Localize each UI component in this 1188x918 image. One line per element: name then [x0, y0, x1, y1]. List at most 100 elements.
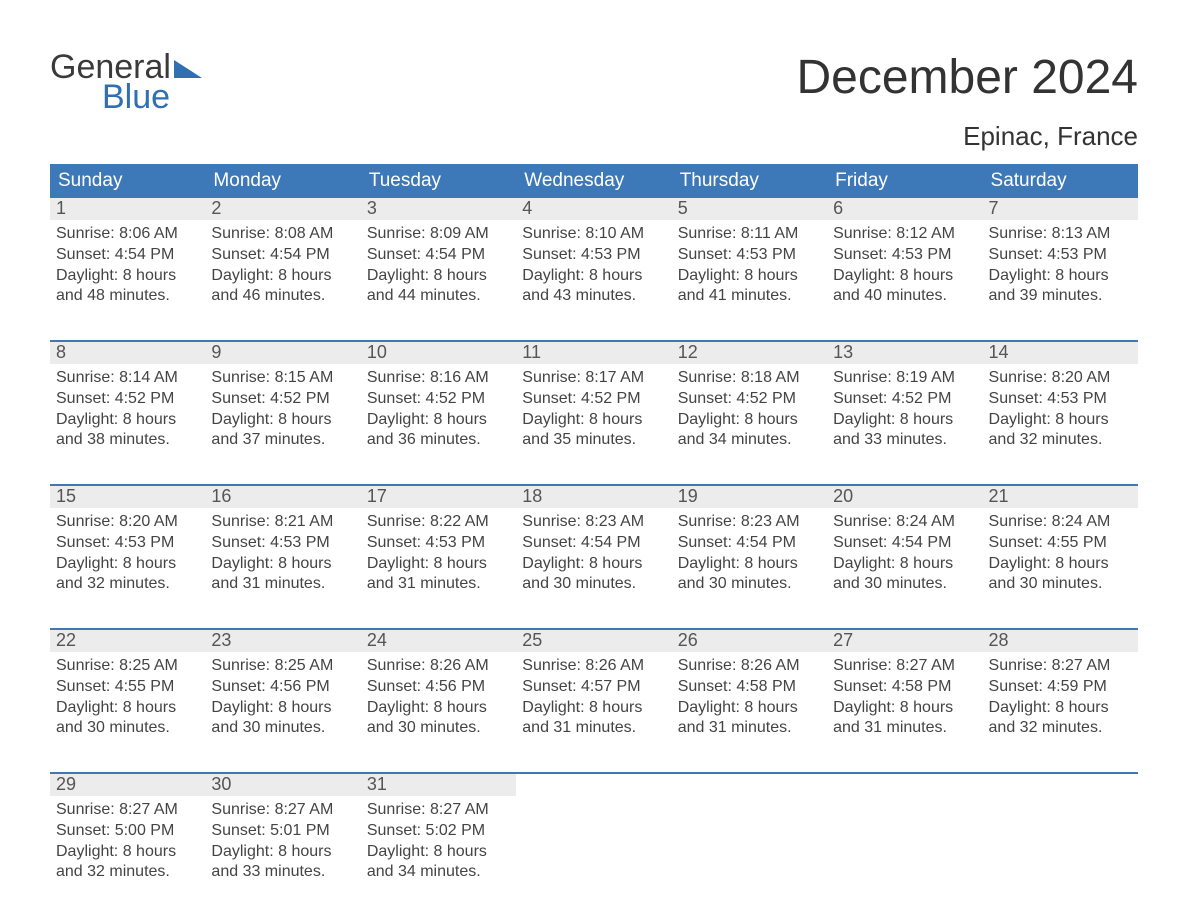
day-cell: 15Sunrise: 8:20 AMSunset: 4:53 PMDayligh…	[50, 486, 205, 604]
day-number: 10	[361, 342, 516, 364]
day-sunrise: Sunrise: 8:09 AM	[367, 224, 510, 245]
day-d1: Daylight: 8 hours	[56, 410, 199, 431]
header-friday: Friday	[827, 164, 982, 198]
day-d1: Daylight: 8 hours	[833, 266, 976, 287]
day-sunrise: Sunrise: 8:26 AM	[522, 656, 665, 677]
day-cell: 5Sunrise: 8:11 AMSunset: 4:53 PMDaylight…	[672, 198, 827, 316]
day-sunset: Sunset: 4:53 PM	[833, 245, 976, 266]
day-d2: and 34 minutes.	[678, 430, 821, 451]
day-cell: 18Sunrise: 8:23 AMSunset: 4:54 PMDayligh…	[516, 486, 671, 604]
day-sunset: Sunset: 4:52 PM	[522, 389, 665, 410]
day-d1: Daylight: 8 hours	[522, 410, 665, 431]
day-sunset: Sunset: 4:57 PM	[522, 677, 665, 698]
day-number: 9	[205, 342, 360, 364]
day-cell: 21Sunrise: 8:24 AMSunset: 4:55 PMDayligh…	[983, 486, 1138, 604]
day-sunset: Sunset: 4:53 PM	[367, 533, 510, 554]
day-sunset: Sunset: 4:53 PM	[522, 245, 665, 266]
day-sunset: Sunset: 5:02 PM	[367, 821, 510, 842]
logo-triangle-icon	[174, 60, 202, 78]
day-d1: Daylight: 8 hours	[56, 842, 199, 863]
week-row: 29Sunrise: 8:27 AMSunset: 5:00 PMDayligh…	[50, 772, 1138, 892]
day-sunset: Sunset: 4:53 PM	[211, 533, 354, 554]
day-sunrise: Sunrise: 8:27 AM	[989, 656, 1132, 677]
month-title: December 2024	[796, 50, 1138, 105]
day-sunrise: Sunrise: 8:06 AM	[56, 224, 199, 245]
day-d1: Daylight: 8 hours	[522, 554, 665, 575]
day-sunrise: Sunrise: 8:27 AM	[211, 800, 354, 821]
day-number: 21	[983, 486, 1138, 508]
day-cell: 22Sunrise: 8:25 AMSunset: 4:55 PMDayligh…	[50, 630, 205, 748]
day-sunrise: Sunrise: 8:25 AM	[211, 656, 354, 677]
day-number: 23	[205, 630, 360, 652]
week-row: 8Sunrise: 8:14 AMSunset: 4:52 PMDaylight…	[50, 340, 1138, 460]
day-cell: 7Sunrise: 8:13 AMSunset: 4:53 PMDaylight…	[983, 198, 1138, 316]
day-sunset: Sunset: 4:54 PM	[678, 533, 821, 554]
header-sunday: Sunday	[50, 164, 205, 198]
day-sunrise: Sunrise: 8:27 AM	[833, 656, 976, 677]
day-cell: 14Sunrise: 8:20 AMSunset: 4:53 PMDayligh…	[983, 342, 1138, 460]
day-d2: and 32 minutes.	[989, 718, 1132, 739]
header-tuesday: Tuesday	[361, 164, 516, 198]
day-cell: 25Sunrise: 8:26 AMSunset: 4:57 PMDayligh…	[516, 630, 671, 748]
empty-day	[516, 774, 671, 892]
day-sunrise: Sunrise: 8:20 AM	[989, 368, 1132, 389]
day-d2: and 33 minutes.	[833, 430, 976, 451]
week-row: 22Sunrise: 8:25 AMSunset: 4:55 PMDayligh…	[50, 628, 1138, 748]
day-sunrise: Sunrise: 8:24 AM	[833, 512, 976, 533]
day-sunset: Sunset: 4:58 PM	[833, 677, 976, 698]
day-body: Sunrise: 8:25 AMSunset: 4:56 PMDaylight:…	[205, 652, 360, 739]
day-d1: Daylight: 8 hours	[833, 554, 976, 575]
empty-day	[983, 774, 1138, 892]
day-body: Sunrise: 8:26 AMSunset: 4:57 PMDaylight:…	[516, 652, 671, 739]
day-sunset: Sunset: 5:00 PM	[56, 821, 199, 842]
day-sunrise: Sunrise: 8:10 AM	[522, 224, 665, 245]
day-body: Sunrise: 8:27 AMSunset: 5:00 PMDaylight:…	[50, 796, 205, 883]
day-d2: and 41 minutes.	[678, 286, 821, 307]
day-d1: Daylight: 8 hours	[367, 698, 510, 719]
logo-text-general: General	[50, 50, 171, 84]
day-sunset: Sunset: 4:55 PM	[56, 677, 199, 698]
day-sunset: Sunset: 4:52 PM	[678, 389, 821, 410]
day-cell: 30Sunrise: 8:27 AMSunset: 5:01 PMDayligh…	[205, 774, 360, 892]
day-cell: 11 Sunrise: 8:17 AMSunset: 4:52 PMDayligh…	[516, 342, 671, 460]
day-d1: Daylight: 8 hours	[678, 266, 821, 287]
day-cell: 2Sunrise: 8:08 AMSunset: 4:54 PMDaylight…	[205, 198, 360, 316]
day-sunrise: Sunrise: 8:25 AM	[56, 656, 199, 677]
day-sunset: Sunset: 4:59 PM	[989, 677, 1132, 698]
day-body: Sunrise: 8:24 AMSunset: 4:54 PMDaylight:…	[827, 508, 982, 595]
day-sunrise: Sunrise: 8:17 AM	[522, 368, 665, 389]
day-sunrise: Sunrise: 8:11 AM	[678, 224, 821, 245]
day-number: 11	[516, 342, 671, 364]
day-d1: Daylight: 8 hours	[522, 266, 665, 287]
day-sunset: Sunset: 4:53 PM	[989, 245, 1132, 266]
day-body: Sunrise: 8:20 AMSunset: 4:53 PMDaylight:…	[983, 364, 1138, 451]
day-cell: 31Sunrise: 8:27 AMSunset: 5:02 PMDayligh…	[361, 774, 516, 892]
day-cell: 24Sunrise: 8:26 AMSunset: 4:56 PMDayligh…	[361, 630, 516, 748]
day-sunrise: Sunrise: 8:27 AM	[56, 800, 199, 821]
day-d2: and 36 minutes.	[367, 430, 510, 451]
day-sunset: Sunset: 4:53 PM	[989, 389, 1132, 410]
day-cell: 28Sunrise: 8:27 AMSunset: 4:59 PMDayligh…	[983, 630, 1138, 748]
day-sunset: Sunset: 4:52 PM	[833, 389, 976, 410]
day-body: Sunrise: 8:15 AMSunset: 4:52 PMDaylight:…	[205, 364, 360, 451]
day-sunset: Sunset: 4:54 PM	[211, 245, 354, 266]
day-cell: 29Sunrise: 8:27 AMSunset: 5:00 PMDayligh…	[50, 774, 205, 892]
day-number: 22	[50, 630, 205, 652]
day-sunset: Sunset: 4:52 PM	[367, 389, 510, 410]
empty-day	[827, 774, 982, 892]
day-d2: and 31 minutes.	[367, 574, 510, 595]
day-d1: Daylight: 8 hours	[367, 554, 510, 575]
day-d2: and 31 minutes.	[211, 574, 354, 595]
day-cell: 10Sunrise: 8:16 AMSunset: 4:52 PMDayligh…	[361, 342, 516, 460]
day-sunrise: Sunrise: 8:26 AM	[678, 656, 821, 677]
day-d1: Daylight: 8 hours	[833, 410, 976, 431]
day-sunset: Sunset: 4:54 PM	[522, 533, 665, 554]
day-cell: 3Sunrise: 8:09 AMSunset: 4:54 PMDaylight…	[361, 198, 516, 316]
day-cell: 4Sunrise: 8:10 AMSunset: 4:53 PMDaylight…	[516, 198, 671, 316]
empty-day	[672, 774, 827, 892]
day-d1: Daylight: 8 hours	[211, 266, 354, 287]
day-d1: Daylight: 8 hours	[211, 842, 354, 863]
day-cell: 9Sunrise: 8:15 AMSunset: 4:52 PMDaylight…	[205, 342, 360, 460]
day-sunrise: Sunrise: 8:18 AM	[678, 368, 821, 389]
day-number: 17	[361, 486, 516, 508]
